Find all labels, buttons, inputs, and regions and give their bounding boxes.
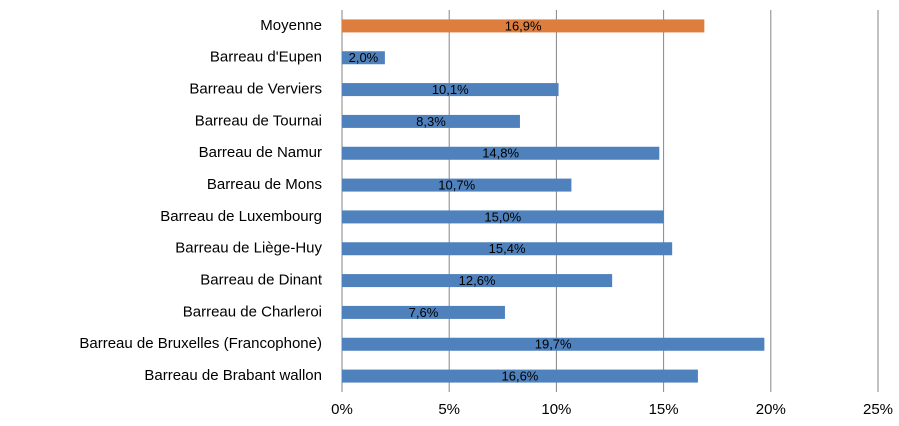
value-label: 15,0%: [484, 209, 521, 224]
value-label: 19,7%: [535, 337, 572, 352]
value-label: 14,8%: [482, 146, 519, 161]
y-tick-label: Moyenne: [260, 17, 322, 34]
value-label: 8,3%: [416, 114, 446, 129]
bar: [342, 146, 660, 160]
y-tick-label: Barreau de Brabant wallon: [144, 367, 322, 384]
value-label: 12,6%: [459, 273, 496, 288]
bar: [342, 305, 505, 319]
value-label: 7,6%: [409, 305, 439, 320]
bar: [342, 369, 698, 383]
bar: [342, 178, 572, 192]
bar: [342, 19, 705, 33]
value-label: 15,4%: [489, 241, 526, 256]
x-tick-label: 20%: [756, 401, 786, 418]
y-tick-label: Barreau de Tournai: [195, 112, 322, 129]
x-tick-label: 0%: [331, 401, 353, 418]
value-label: 10,7%: [438, 178, 475, 193]
bar: [342, 337, 765, 351]
value-label: 16,9%: [505, 18, 542, 33]
x-tick-label: 10%: [541, 401, 571, 418]
x-tick-label: 15%: [649, 401, 679, 418]
value-label: 2,0%: [349, 50, 379, 65]
y-tick-label: Barreau de Luxembourg: [160, 208, 322, 225]
y-tick-label: Barreau de Verviers: [189, 81, 322, 98]
y-tick-label: Barreau d'Eupen: [210, 49, 322, 66]
y-tick-label: Barreau de Charleroi: [183, 303, 322, 320]
y-tick-label: Barreau de Dinant: [200, 272, 323, 289]
value-label: 16,6%: [502, 369, 539, 384]
bar: [342, 51, 385, 65]
bar: [342, 210, 664, 224]
y-tick-label: Barreau de Liège-Huy: [175, 240, 322, 257]
y-tick-label: Barreau de Mons: [207, 176, 322, 193]
bar: [342, 83, 559, 97]
y-tick-label: Barreau de Bruxelles (Francophone): [79, 335, 322, 352]
y-tick-label: Barreau de Namur: [199, 144, 322, 161]
x-tick-label: 5%: [438, 401, 460, 418]
value-label: 10,1%: [432, 82, 469, 97]
bar: [342, 242, 673, 256]
x-tick-label: 25%: [863, 401, 893, 418]
bar: [342, 274, 613, 288]
bar: [342, 114, 520, 128]
